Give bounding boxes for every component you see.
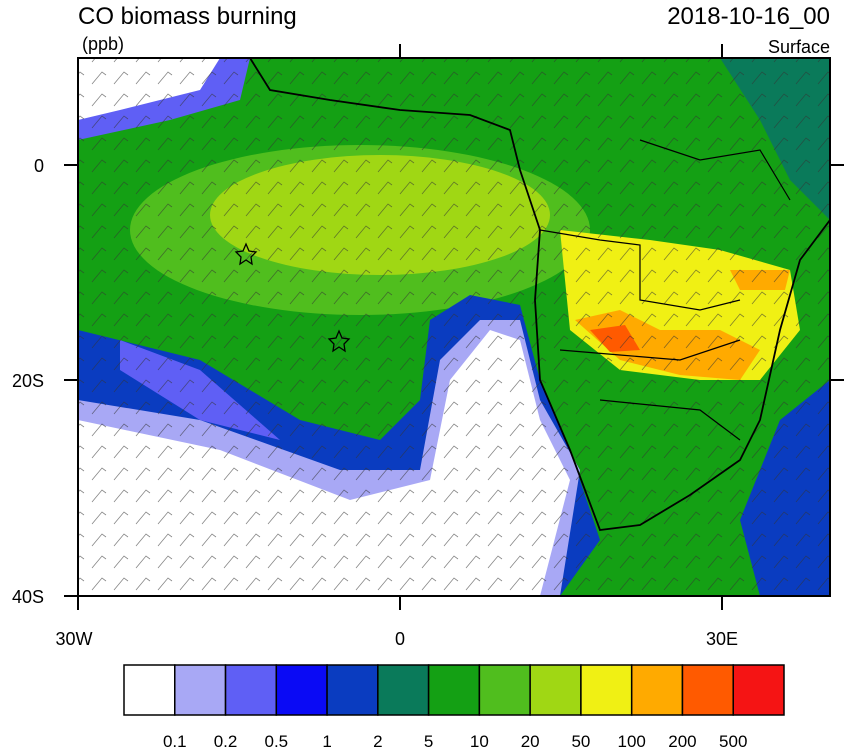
- y-tick-label: 40S: [12, 587, 44, 607]
- colorbar-label: 50: [571, 732, 590, 750]
- colorbar-swatch: [529, 664, 582, 716]
- colorbar-swatch: [326, 664, 379, 716]
- units: (ppb): [82, 34, 124, 54]
- colorbar-swatch: [224, 664, 278, 716]
- colorbar-swatch: [732, 664, 785, 716]
- colorbar-label: 200: [668, 732, 696, 750]
- colorbar-swatch: [580, 664, 633, 716]
- ticks: [64, 44, 844, 610]
- x-tick-label: 30E: [706, 629, 738, 649]
- y-tick-label: 0: [34, 156, 44, 176]
- colorbar-swatch: [174, 664, 227, 716]
- title: CO biomass burning: [78, 3, 297, 30]
- colorbar-label: 10: [470, 732, 489, 750]
- colorbar-label: 500: [719, 732, 747, 750]
- x-tick-label: 30W: [55, 629, 92, 649]
- colorbar-label: 2: [373, 732, 382, 750]
- level: Surface: [768, 37, 830, 57]
- colorbar-label: 0.2: [214, 732, 238, 750]
- map-field: [78, 58, 830, 596]
- y-tick-label: 20S: [12, 371, 44, 391]
- colorbar-label: 0.5: [264, 732, 288, 750]
- plot-frame: [77, 57, 831, 597]
- date: 2018-10-16_00: [667, 3, 830, 30]
- colorbar-swatch: [275, 664, 328, 716]
- colorbar-label: 0.1: [163, 732, 187, 750]
- colorbar-label: 1: [322, 732, 331, 750]
- colorbar-label: 5: [424, 732, 433, 750]
- colorbar-swatch: [427, 664, 481, 716]
- colorbar-swatch: [123, 664, 176, 716]
- colorbar-swatch: [377, 664, 430, 716]
- x-tick-label: 0: [395, 629, 405, 649]
- colorbar: 0.1 0.2 0.5 1 2 5 10 20 50 100 200 500: [123, 664, 785, 750]
- colorbar-label: 100: [618, 732, 646, 750]
- colorbar-swatch: [630, 664, 684, 716]
- colorbar-swatch: [681, 664, 734, 716]
- colorbar-swatch: [478, 664, 531, 716]
- colorbar-label: 20: [521, 732, 540, 750]
